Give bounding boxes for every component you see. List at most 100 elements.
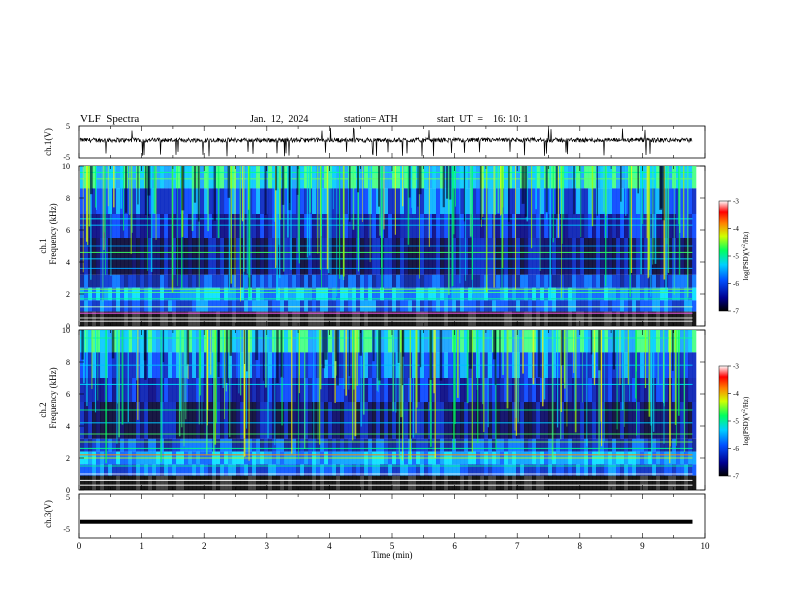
spectrogram-cell: [612, 274, 617, 288]
spectrogram-cell: [452, 300, 457, 312]
spectrogram-cell: [460, 402, 465, 439]
spectrogram-cell: [232, 330, 237, 353]
spectrogram-cell: [500, 330, 505, 353]
spectrogram-cell: [664, 464, 669, 476]
spectrogram-cell: [620, 311, 625, 326]
spectrogram-cell: [116, 166, 121, 189]
spectrogram-cell: [156, 300, 161, 312]
spectrogram-cell: [540, 402, 545, 439]
spectrogram-cell: [484, 378, 489, 402]
spectrogram-cell: [172, 300, 177, 312]
spectrogram-cell: [188, 166, 193, 189]
spectrogram-cell: [528, 438, 533, 452]
ch1-spectrogram-image: [80, 166, 697, 326]
spectrogram-cell: [672, 300, 677, 312]
spectrogram-cell: [88, 438, 93, 452]
spectrogram-cell: [600, 330, 605, 353]
spectrogram-cell: [468, 402, 473, 439]
spectrogram-cell: [340, 238, 345, 275]
spectrogram-cell: [520, 378, 525, 402]
spectrogram-cell: [680, 188, 685, 214]
spectrogram-cell: [208, 378, 213, 402]
spectrogram-cell: [600, 274, 605, 288]
spectrogram-cell: [476, 464, 481, 476]
spectrogram-cell: [672, 464, 677, 476]
spectrogram-cell: [232, 438, 237, 452]
spectrogram-cell: [276, 287, 281, 301]
spectrogram-cell: [148, 330, 153, 353]
spectrogram-cell: [556, 464, 561, 476]
spectrogram-cell: [540, 238, 545, 275]
spectrogram-cell: [332, 330, 337, 353]
spectrogram-cell: [312, 475, 317, 490]
spectrogram-cell: [528, 238, 533, 275]
spectrogram-cell: [144, 238, 149, 275]
ch2-spectrogram-ylabel-channel: ch.2: [38, 402, 48, 417]
spectrogram-cell: [108, 378, 113, 402]
spectrogram-cell: [420, 330, 425, 353]
spectrogram-cell: [600, 287, 605, 301]
spectrogram-cell: [564, 214, 569, 238]
spectrogram-cell: [544, 402, 549, 439]
spectrogram-cell: [212, 300, 217, 312]
spectrogram-cell: [160, 300, 165, 312]
spectrogram-cell: [120, 214, 125, 238]
spectrogram-cell: [196, 378, 201, 402]
spectrogram-cell: [316, 238, 321, 275]
spectrogram-cell: [424, 330, 429, 353]
spectrogram-cell: [376, 274, 381, 288]
spectrogram-cell: [468, 300, 473, 312]
spectrogram-cell: [608, 300, 613, 312]
spectrogram-cell: [440, 402, 445, 439]
spectrogram-cell: [320, 438, 325, 452]
spectrogram-cell: [124, 464, 129, 476]
spectrogram-cell: [436, 188, 441, 214]
spectrogram-cell: [192, 300, 197, 312]
spectrogram-cell: [560, 300, 565, 312]
spectrogram-cell: [560, 311, 565, 326]
spectrogram-cell: [488, 311, 493, 326]
spectrogram-cell: [108, 287, 113, 301]
spectrogram-cell: [684, 300, 689, 312]
spectrogram-cell: [268, 464, 273, 476]
spectrogram-cell: [420, 438, 425, 452]
spectrogram-cell: [332, 188, 337, 214]
spectrogram-cell: [236, 378, 241, 402]
spectrogram-cell: [232, 166, 237, 189]
spectrogram-cell: [128, 438, 133, 452]
spectrogram-cell: [652, 438, 657, 452]
spectrogram-cell: [324, 188, 329, 214]
spectrogram-cell: [464, 475, 469, 490]
spectrogram-cell: [132, 300, 137, 312]
x-tick-label: 4: [327, 541, 332, 551]
spectrogram-cell: [544, 475, 549, 490]
spectrogram-cell: [176, 330, 181, 353]
spectrogram-cell: [680, 300, 685, 312]
spectrogram-cell: [196, 464, 201, 476]
spectrogram-cell: [340, 166, 345, 189]
spectrogram-cell: [528, 402, 533, 439]
spectrogram-cell: [416, 300, 421, 312]
spectrogram-cell: [276, 188, 281, 214]
spectrogram-cell: [480, 311, 485, 326]
spectrogram-cell: [308, 287, 313, 301]
spectrogram-cell: [168, 274, 173, 288]
spectrogram-cell: [304, 311, 309, 326]
spectrogram-cell: [536, 287, 541, 301]
spectrogram-cell: [384, 166, 389, 189]
spectrogram-cell: [136, 438, 141, 452]
spectrogram-cell: [492, 378, 497, 402]
spectrogram-cell: [448, 464, 453, 476]
spectrogram-cell: [528, 166, 533, 189]
spectrogram-cell: [604, 378, 609, 402]
spectrogram-cell: [548, 311, 553, 326]
spectrogram-cell: [652, 238, 657, 275]
spectrogram-cell: [156, 287, 161, 301]
spectrogram-cell: [540, 300, 545, 312]
spectrogram-cell: [384, 300, 389, 312]
spectrogram-cell: [332, 166, 337, 189]
spectrogram-cell: [596, 464, 601, 476]
spectrogram-cell: [248, 438, 253, 452]
spectrogram-cell: [192, 378, 197, 402]
spectrogram-cell: [488, 238, 493, 275]
